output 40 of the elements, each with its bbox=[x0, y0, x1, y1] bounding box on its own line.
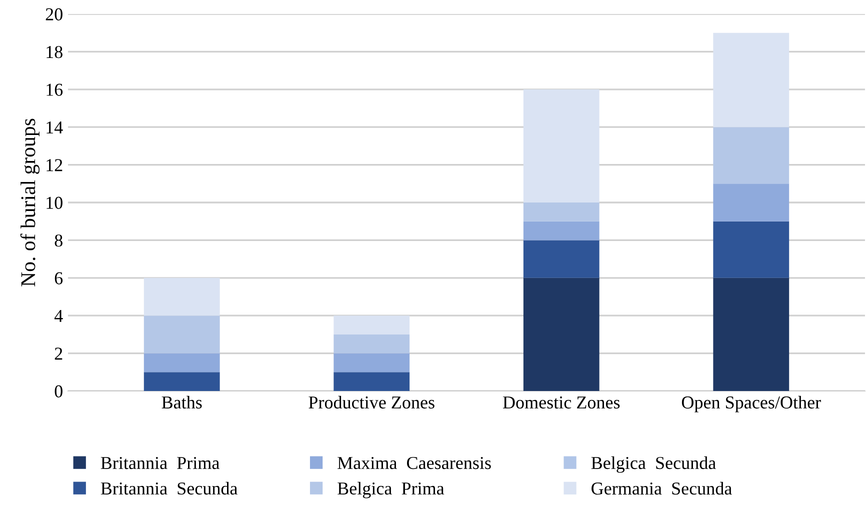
bar bbox=[523, 278, 600, 391]
bar bbox=[713, 184, 790, 222]
legend-label: Britannia Prima bbox=[100, 456, 220, 470]
bar bbox=[144, 316, 220, 354]
y-tick-label: 20 bbox=[46, 8, 62, 20]
bar bbox=[713, 127, 790, 184]
legend-label: Germania Secunda bbox=[592, 482, 732, 495]
y-tick-label: 10 bbox=[46, 196, 62, 209]
bar bbox=[523, 89, 600, 202]
bar bbox=[334, 334, 410, 354]
bar bbox=[334, 353, 410, 372]
bar bbox=[523, 240, 600, 278]
y-tick-label: 8 bbox=[54, 234, 62, 247]
y-axis-title: No. of burial groups bbox=[20, 118, 40, 286]
bar bbox=[144, 372, 220, 391]
x-tick-label: Productive Zones bbox=[308, 396, 434, 409]
x-tick-label: Baths bbox=[162, 396, 202, 409]
legend-label: Britannia Secunda bbox=[100, 482, 238, 495]
y-tick-label: 6 bbox=[54, 272, 63, 284]
bar bbox=[523, 221, 600, 240]
bar bbox=[713, 278, 790, 391]
y-tick-label: 0 bbox=[54, 385, 62, 398]
y-tick-label: 16 bbox=[46, 84, 63, 96]
bar bbox=[144, 278, 220, 316]
bar bbox=[713, 221, 790, 278]
y-tick-label: 2 bbox=[54, 348, 62, 360]
y-tick-label: 18 bbox=[46, 46, 62, 58]
legend-label: Belgica Prima bbox=[338, 482, 444, 498]
x-tick-label: Open Spaces/Other bbox=[682, 396, 821, 412]
y-tick-label: 12 bbox=[46, 159, 62, 172]
bar bbox=[523, 202, 600, 222]
bar bbox=[144, 353, 220, 372]
x-tick-label: Domestic Zones bbox=[502, 396, 620, 409]
bar bbox=[334, 316, 410, 334]
y-tick-label: 14 bbox=[46, 121, 63, 134]
bar bbox=[334, 372, 410, 391]
y-tick-label: 4 bbox=[54, 310, 63, 322]
legend-label: Belgica Secunda bbox=[591, 456, 716, 473]
bar bbox=[713, 32, 790, 128]
legend-label: Maxima Caesarensis bbox=[338, 456, 491, 470]
